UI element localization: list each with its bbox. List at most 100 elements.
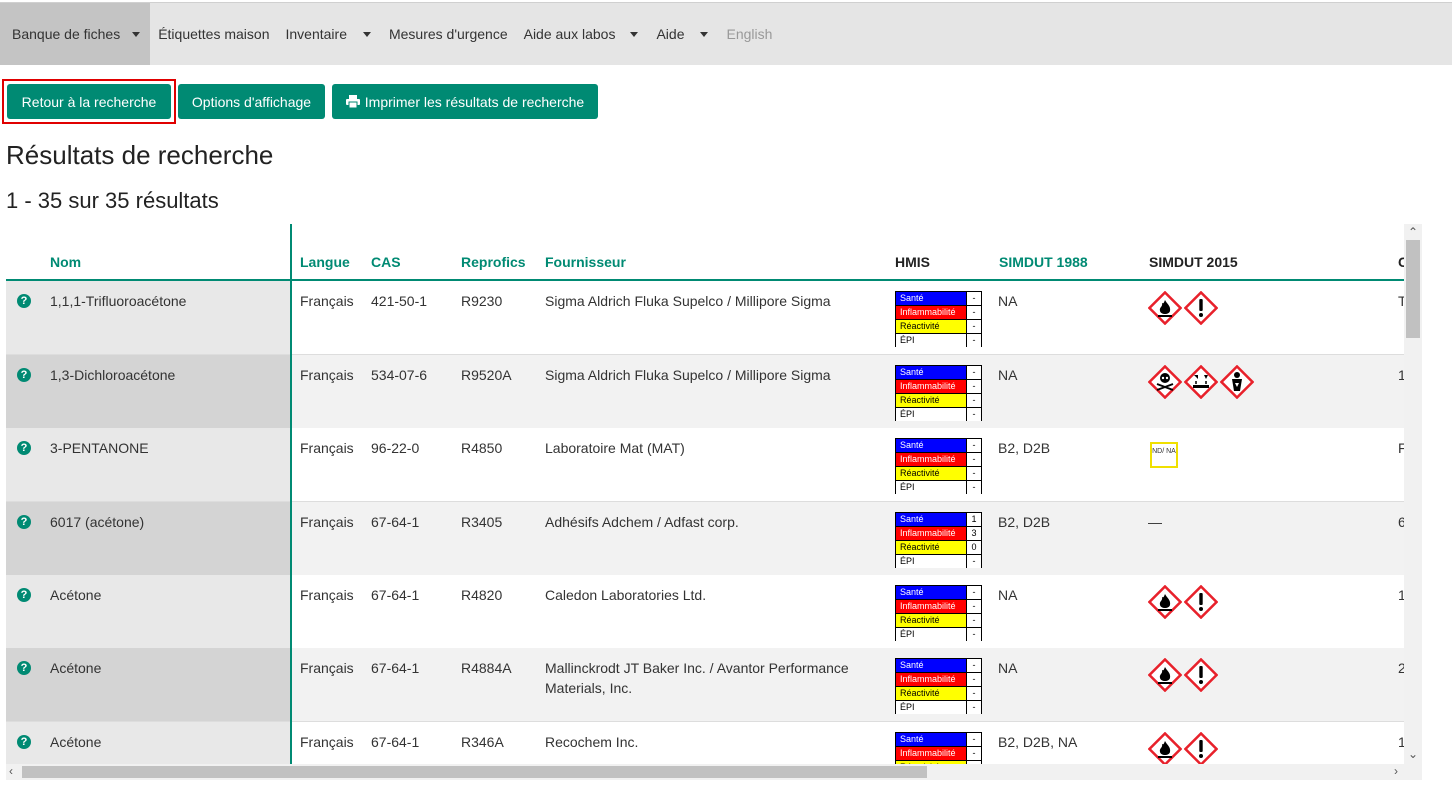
header-cas[interactable]: CAS <box>371 254 401 270</box>
hmis-value: - <box>967 747 981 760</box>
header-next-column: C <box>1398 254 1404 270</box>
print-results-button[interactable]: Imprimer les résultats de recherche <box>332 84 598 119</box>
language-cell: Français <box>300 734 354 750</box>
horizontal-scrollbar[interactable]: ‹ › <box>6 764 1422 780</box>
simdut-1988-cell: NA <box>998 367 1018 383</box>
hmis-value: - <box>967 586 981 599</box>
scroll-right-icon[interactable]: › <box>1394 764 1398 778</box>
hmis-label-block: Santé - Inflammabilité - Réactivité - ÉPI - <box>895 438 982 494</box>
flame-icon <box>1148 291 1182 325</box>
hmis-label: Réactivité <box>896 614 967 627</box>
simdut-1988-cell: B2, D2B <box>998 514 1051 530</box>
supplier-cell: Sigma Aldrich Fluka Supelco / Millipore … <box>545 367 831 383</box>
hmis-label: Réactivité <box>896 394 967 407</box>
empty-value: — <box>1148 514 1162 530</box>
scroll-left-icon[interactable]: ‹ <box>9 764 13 778</box>
next-column-cell: 2 <box>1398 660 1404 676</box>
exclamation-icon <box>1184 291 1218 325</box>
hmis-label: Inflammabilité <box>896 453 967 466</box>
hmis-row: Santé - <box>896 366 981 380</box>
chemical-name[interactable]: 1,1,1-Trifluoroacétone <box>50 293 187 309</box>
skull-icon <box>1148 365 1182 399</box>
hmis-value: - <box>967 673 981 686</box>
hmis-row: Réactivité- <box>896 614 981 628</box>
help-icon[interactable]: ? <box>17 735 31 749</box>
hmis-value: 3 <box>967 527 981 540</box>
data-cells: Français 67-64-1 R3405 Adhésifs Adchem / Ad… <box>292 502 1404 575</box>
hmis-value: 0 <box>967 541 981 554</box>
hmis-value: - <box>967 292 981 305</box>
hmis-value: - <box>967 701 981 714</box>
scroll-down-icon[interactable]: ⌄ <box>1408 747 1419 761</box>
next-column-cell: T <box>1398 293 1404 309</box>
language-cell: Français <box>300 367 354 383</box>
scrollbar-thumb[interactable] <box>22 766 927 778</box>
help-icon[interactable]: ? <box>17 588 31 602</box>
nav-label: Aide <box>656 26 685 42</box>
chemical-name[interactable]: Acétone <box>50 587 102 603</box>
hmis-label-block: Santé - Inflammabilité - Réactivité - ÉPI - <box>895 365 982 421</box>
reprofics-cell: R4820 <box>461 587 503 603</box>
hmis-label: Réactivité <box>896 761 967 764</box>
help-icon[interactable]: ? <box>17 368 31 382</box>
table-row[interactable]: ? Acétone Français 67-64-1 R4820 Caledon Labo… <box>6 575 1404 649</box>
chevron-down-icon <box>700 31 709 37</box>
vertical-scrollbar[interactable]: ⌃ ⌄ <box>1404 224 1422 764</box>
nav-inventaire[interactable]: Inventaire <box>278 3 381 65</box>
hmis-row: ÉPI - <box>896 408 981 421</box>
help-icon[interactable]: ? <box>17 441 31 455</box>
hmis-row: Santé - <box>896 659 981 673</box>
display-options-button[interactable]: Options d'affichage <box>178 84 325 119</box>
chevron-down-icon <box>630 31 639 37</box>
exclamation-icon <box>1184 732 1218 764</box>
table-row[interactable]: ? 1,3-Dichloroacétone Français 534-07-6 R952… <box>6 355 1404 429</box>
header-simdut-1988[interactable]: SIMDUT 1988 <box>999 254 1088 270</box>
chemical-name[interactable]: Acétone <box>50 734 102 750</box>
help-icon[interactable]: ? <box>17 661 31 675</box>
hmis-row: Réactivité- <box>896 467 981 481</box>
table-header: Nom Langue CAS Reprofics Fournisseur HMI… <box>6 224 1404 281</box>
hmis-label: Santé <box>896 292 967 305</box>
table-row[interactable]: ? Acétone Français 67-64-1 R4884A Mallinckrod… <box>6 648 1404 722</box>
header-reprofics[interactable]: Reprofics <box>461 254 526 270</box>
table-row[interactable]: ? Acétone Français 67-64-1 R346A Recochem Inc… <box>6 722 1404 764</box>
hmis-value: - <box>967 366 981 379</box>
nav-aide[interactable]: Aide <box>648 3 718 65</box>
chemical-name[interactable]: 6017 (acétone) <box>50 514 145 530</box>
hmis-label: Inflammabilité <box>896 673 967 686</box>
hmis-value: - <box>967 659 981 672</box>
scrollbar-thumb[interactable] <box>1406 240 1420 338</box>
flame-icon <box>1148 732 1182 764</box>
data-cells: Français 67-64-1 R4820 Caledon Laboratories… <box>292 575 1404 648</box>
header-langue[interactable]: Langue <box>300 254 350 270</box>
hmis-value: - <box>967 481 981 494</box>
nav-etiquettes-maison[interactable]: Étiquettes maison <box>150 3 277 65</box>
nav-mesures-urgence[interactable]: Mesures d'urgence <box>381 3 516 65</box>
chemical-name[interactable]: 1,3-Dichloroacétone <box>50 367 176 383</box>
corrosion-icon <box>1184 365 1218 399</box>
language-cell: Français <box>300 440 354 456</box>
flame-icon <box>1148 585 1182 619</box>
scroll-up-icon[interactable]: ⌃ <box>1408 225 1419 239</box>
supplier-cell: Mallinckrodt JT Baker Inc. / Avantor Per… <box>545 660 849 696</box>
header-nom[interactable]: Nom <box>50 254 82 270</box>
hmis-row: ÉPI - <box>896 555 981 568</box>
cas-cell: 67-64-1 <box>371 660 420 676</box>
table-row[interactable]: ? 1,1,1-Trifluoroacétone Français 421-50-1 R… <box>6 281 1404 355</box>
nav-aide-aux-labos[interactable]: Aide aux labos <box>516 3 649 65</box>
table-row[interactable]: ? 6017 (acétone) Français 67-64-1 R3405 Adhés… <box>6 502 1404 576</box>
chemical-name[interactable]: 3-PENTANONE <box>50 440 149 456</box>
nav-english[interactable]: English <box>718 3 780 65</box>
header-fournisseur[interactable]: Fournisseur <box>545 254 626 270</box>
next-column-cell: 1 <box>1398 367 1404 383</box>
table-row[interactable]: ? 3-PENTANONE Français 96-22-0 R4850 Laborato… <box>6 428 1404 502</box>
help-icon[interactable]: ? <box>17 294 31 308</box>
cas-cell: 67-64-1 <box>371 734 420 750</box>
back-to-search-button[interactable]: Retour à la recherche <box>7 84 171 119</box>
nav-banque-de-fiches[interactable]: Banque de fiches <box>0 3 151 65</box>
name-cell: ? 6017 (acétone) <box>6 502 290 575</box>
chemical-name[interactable]: Acétone <box>50 660 102 676</box>
help-icon[interactable]: ? <box>17 515 31 529</box>
hmis-value: - <box>967 614 981 627</box>
hmis-label-block: Santé - Inflammabilité - Réactivité - ÉPI - <box>895 291 982 347</box>
